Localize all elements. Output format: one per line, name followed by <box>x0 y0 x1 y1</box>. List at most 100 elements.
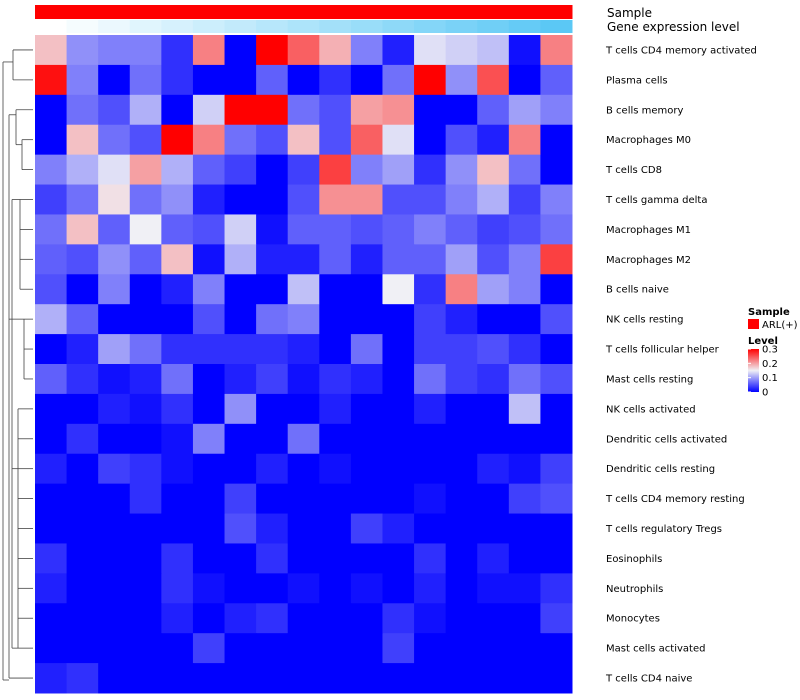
annotation-label-sample: Sample <box>607 6 652 20</box>
heatmap-cell <box>287 603 320 634</box>
annotation-sample-cell <box>66 5 99 19</box>
heatmap-cells <box>35 35 573 694</box>
heatmap-cell <box>98 244 131 275</box>
heatmap-cell <box>319 244 352 275</box>
heatmap-cell <box>161 154 194 186</box>
heatmap-cell <box>256 513 289 544</box>
heatmap-cell <box>161 184 194 215</box>
heatmap-cell <box>319 184 352 215</box>
heatmap-cell <box>98 274 131 305</box>
heatmap-cell <box>161 35 194 66</box>
legend-tick-label: 0.3 <box>762 345 778 356</box>
heatmap-cell <box>256 35 289 66</box>
heatmap-cell <box>256 543 289 574</box>
heatmap-cell <box>382 214 415 245</box>
heatmap-cell <box>540 274 573 305</box>
heatmap-cell <box>319 483 352 515</box>
heatmap-cell <box>224 94 257 126</box>
heatmap-cell <box>224 64 257 96</box>
legend-tick-label: 0.2 <box>762 359 778 370</box>
heatmap-cell <box>224 603 257 634</box>
legend-tick-label: 0.1 <box>762 373 778 384</box>
heatmap-cell <box>382 603 415 634</box>
heatmap-cell <box>319 274 352 305</box>
heatmap-cell <box>256 423 289 455</box>
heatmap-cell <box>98 513 131 544</box>
legend-sample-entry: ARL(+) <box>762 320 798 331</box>
heatmap-cell <box>445 393 478 425</box>
heatmap-cell <box>224 573 257 604</box>
heatmap-cell <box>129 214 162 245</box>
heatmap-cell <box>508 513 541 544</box>
heatmap-cell <box>66 633 99 664</box>
heatmap-cell <box>256 364 289 395</box>
heatmap-cell <box>287 364 320 395</box>
heatmap-cell <box>414 663 447 694</box>
heatmap-cell <box>161 274 194 305</box>
heatmap-cell <box>445 184 478 215</box>
heatmap-cell <box>319 94 352 126</box>
heatmap-cell <box>256 483 289 515</box>
heatmap-cell <box>224 274 257 305</box>
heatmap-cell <box>256 603 289 634</box>
heatmap-cell <box>98 35 131 66</box>
heatmap-cell <box>319 513 352 544</box>
heatmap-cell <box>66 154 99 186</box>
heatmap-cell <box>66 543 99 574</box>
row-label: Macrophages M1 <box>606 225 691 236</box>
heatmap-cell <box>192 364 226 395</box>
heatmap-cell <box>508 603 541 634</box>
heatmap-cell <box>192 214 226 245</box>
heatmap-cell <box>66 364 99 395</box>
heatmap-cell <box>477 94 510 126</box>
heatmap-cell <box>414 184 447 215</box>
heatmap-cell <box>445 64 478 96</box>
heatmap-cell <box>350 573 383 604</box>
heatmap-cell <box>287 94 320 126</box>
heatmap-cell <box>224 513 257 544</box>
heatmap-cell <box>98 94 131 126</box>
heatmap-cell <box>129 633 162 664</box>
heatmap-cell <box>66 244 99 275</box>
heatmap-cell <box>445 633 478 664</box>
heatmap-cell <box>477 364 510 395</box>
heatmap-cell <box>287 64 320 96</box>
heatmap-cell <box>192 35 226 66</box>
heatmap-cell <box>540 483 573 515</box>
row-label: T cells CD8 <box>605 165 662 176</box>
legend: Sample ARL(+) Level 0.3 0.2 0.1 0 <box>748 307 798 399</box>
annotation-expression-cell <box>192 20 226 33</box>
heatmap-cell <box>192 543 226 574</box>
heatmap-cell <box>98 184 131 215</box>
heatmap-cell <box>477 513 510 544</box>
heatmap-cell <box>477 274 510 305</box>
heatmap-cell <box>224 35 257 66</box>
heatmap-cell <box>66 334 99 365</box>
heatmap-cell <box>256 94 289 126</box>
heatmap-cell <box>161 513 194 544</box>
heatmap-cell <box>508 64 541 96</box>
heatmap-cell <box>35 603 68 634</box>
heatmap-cell <box>224 453 257 485</box>
annotation-sample-cell <box>382 5 415 19</box>
heatmap-cell <box>287 573 320 604</box>
heatmap-cell <box>35 94 68 126</box>
heatmap-cell <box>540 543 573 574</box>
heatmap-cell <box>161 423 194 455</box>
heatmap-cell <box>161 64 194 96</box>
heatmap-cell <box>508 633 541 664</box>
heatmap-cell <box>508 184 541 215</box>
heatmap-cell <box>35 274 68 305</box>
heatmap-cell <box>508 364 541 395</box>
annotation-labels: Sample Gene expression level <box>607 6 740 34</box>
heatmap-cell <box>382 513 415 544</box>
row-label: T cells gamma delta <box>605 195 707 206</box>
annotation-expression-cell <box>287 20 320 33</box>
heatmap-cell <box>192 124 226 156</box>
heatmap-cell <box>477 633 510 664</box>
heatmap-cell <box>161 633 194 664</box>
heatmap-cell <box>540 513 573 544</box>
heatmap-cell <box>445 423 478 455</box>
heatmap-cell <box>287 274 320 305</box>
